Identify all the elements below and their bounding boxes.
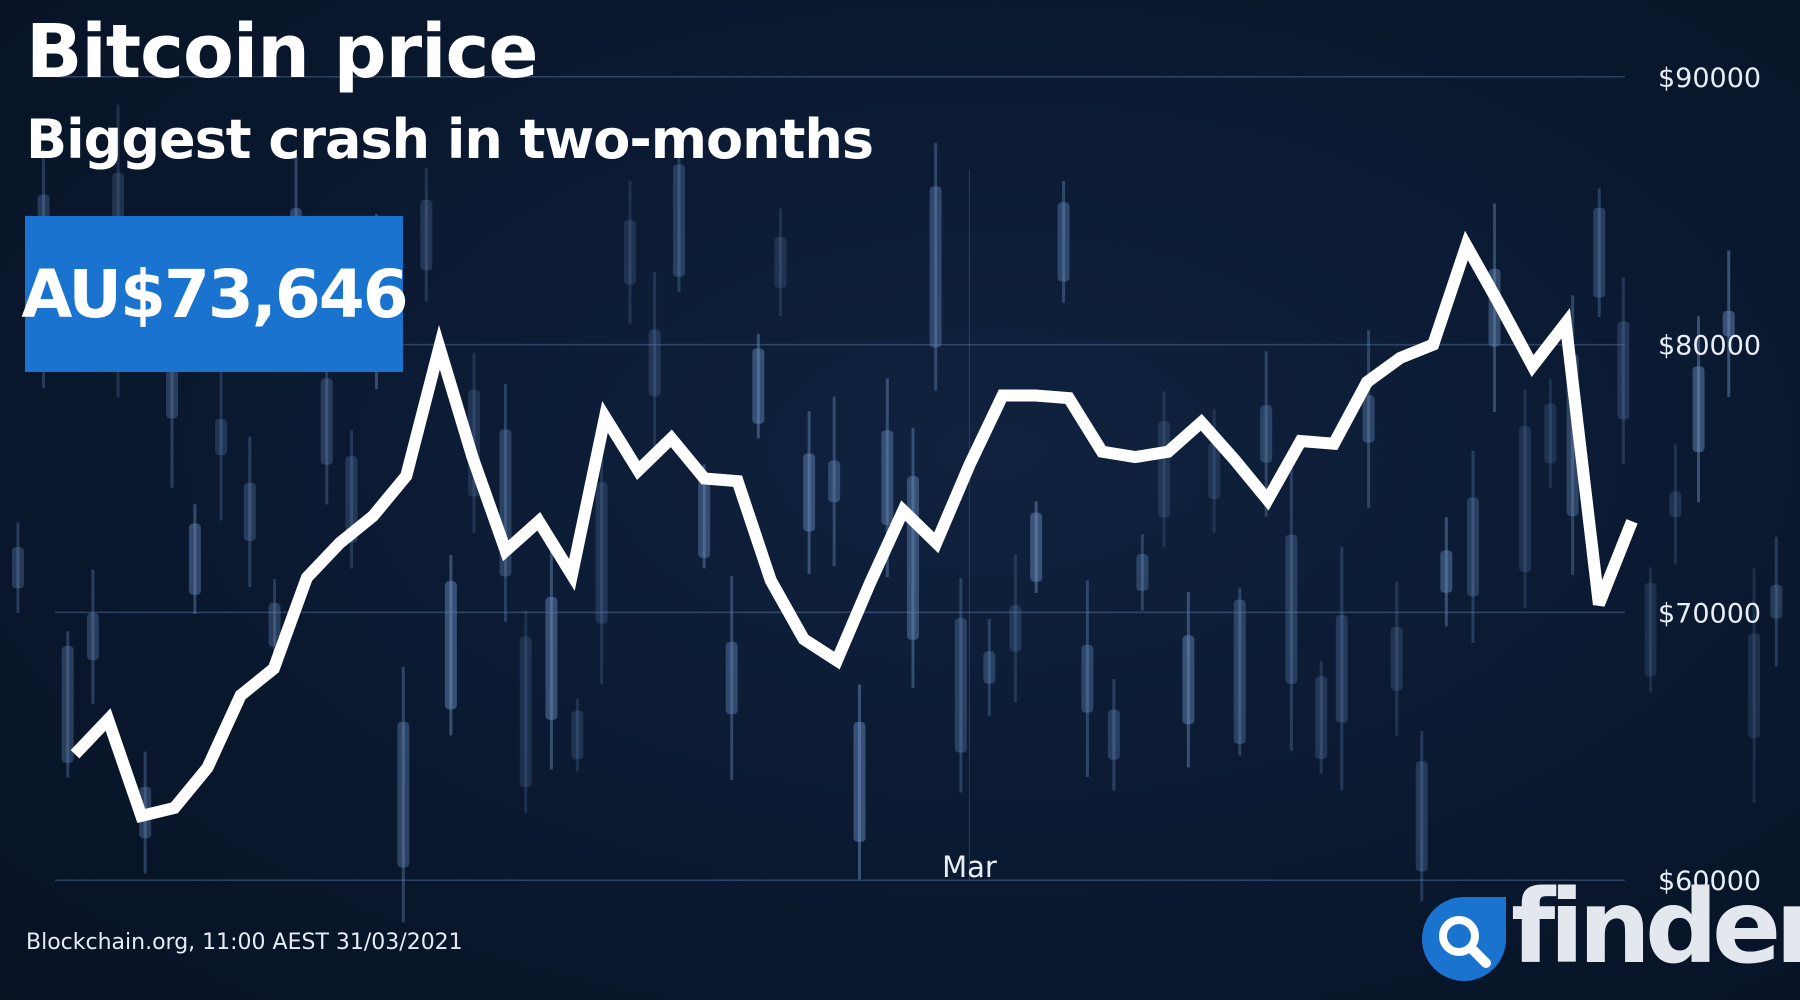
candle-body [1009, 605, 1022, 652]
candle-body [803, 453, 816, 532]
candle-body [1748, 633, 1761, 739]
candle-body [1722, 310, 1735, 337]
candle-body [166, 369, 179, 419]
candle-body [595, 482, 608, 624]
candle-body [1770, 584, 1783, 619]
candle-body [1335, 615, 1348, 723]
source-caption: Blockchain.org, 11:00 AEST 31/03/2021 [26, 930, 463, 955]
background-candlesticks [11, 104, 1783, 923]
candle-body [1260, 405, 1273, 463]
candle-body [828, 460, 841, 503]
candle-body [1617, 321, 1630, 420]
candle-body [86, 613, 99, 661]
candle-body [881, 430, 894, 526]
candle-body [1208, 442, 1221, 500]
candle-body [1692, 366, 1705, 453]
current-price-badge: AU$73,646 [21, 216, 409, 372]
candle-body [1057, 202, 1070, 282]
candle-body [906, 476, 919, 640]
candle-body [397, 721, 410, 868]
candle-body [1390, 626, 1403, 691]
candle-body [983, 651, 996, 684]
candle-body [774, 236, 787, 288]
candle-body [954, 618, 967, 753]
candle-body [1030, 512, 1043, 582]
price-line [70, 230, 1638, 824]
candle-body [1136, 553, 1149, 591]
candle-body [420, 199, 433, 271]
candle-body [752, 348, 765, 424]
candle-body [268, 602, 281, 647]
candle-body [672, 164, 685, 277]
candle-body [188, 523, 201, 595]
candle-body [929, 186, 942, 348]
candle-body [648, 329, 661, 397]
candle-body [11, 547, 24, 589]
candle-body [345, 456, 358, 543]
y-axis-tick-labels: $60000 $70000 $80000 $90000 [1658, 63, 1761, 897]
current-price-value: AU$73,646 [21, 255, 408, 333]
candle-body [623, 220, 636, 285]
candle-body [1644, 582, 1657, 677]
candle-body [1519, 425, 1532, 572]
candle-body [519, 636, 532, 788]
y-tick-label: $80000 [1658, 331, 1761, 362]
candle-body [1669, 491, 1682, 518]
candle-body [571, 710, 584, 760]
candle-body [1233, 599, 1246, 744]
candle-body [1107, 709, 1120, 760]
chart-title: Bitcoin price [26, 9, 539, 95]
candle-body [725, 641, 738, 715]
candle-body [853, 722, 866, 842]
x-axis-tick-labels: Mar [942, 850, 997, 884]
candle-body [1440, 550, 1453, 593]
candle-body [1315, 676, 1328, 759]
candle-body [1182, 635, 1195, 725]
finder-logo: finder [1415, 877, 1800, 985]
candle-body [545, 597, 558, 720]
logo-wordmark: finder [1511, 868, 1800, 987]
candle-body [1285, 534, 1298, 684]
candle-body [243, 482, 256, 541]
candle-body [1593, 207, 1606, 298]
y-tick-label: $90000 [1658, 63, 1761, 94]
candle-body [444, 581, 457, 710]
y-tick-label: $60000 [1658, 866, 1761, 897]
candle-body [215, 418, 228, 456]
candle-body [1081, 644, 1094, 713]
gridlines [55, 76, 1625, 881]
chart-subtitle: Biggest crash in two-months [26, 108, 874, 171]
candle-body [1466, 497, 1479, 597]
candle-body [1544, 403, 1557, 464]
magnifier-icon [1422, 897, 1506, 981]
candle-body [698, 474, 711, 558]
candle-body [1362, 395, 1375, 443]
y-tick-label: $70000 [1658, 598, 1761, 629]
candle-body [61, 645, 74, 763]
price-series [70, 230, 1638, 824]
candle-body [1415, 761, 1428, 872]
candle-body [1158, 421, 1171, 518]
candle-body [320, 378, 333, 465]
x-tick-label: Mar [942, 850, 997, 884]
